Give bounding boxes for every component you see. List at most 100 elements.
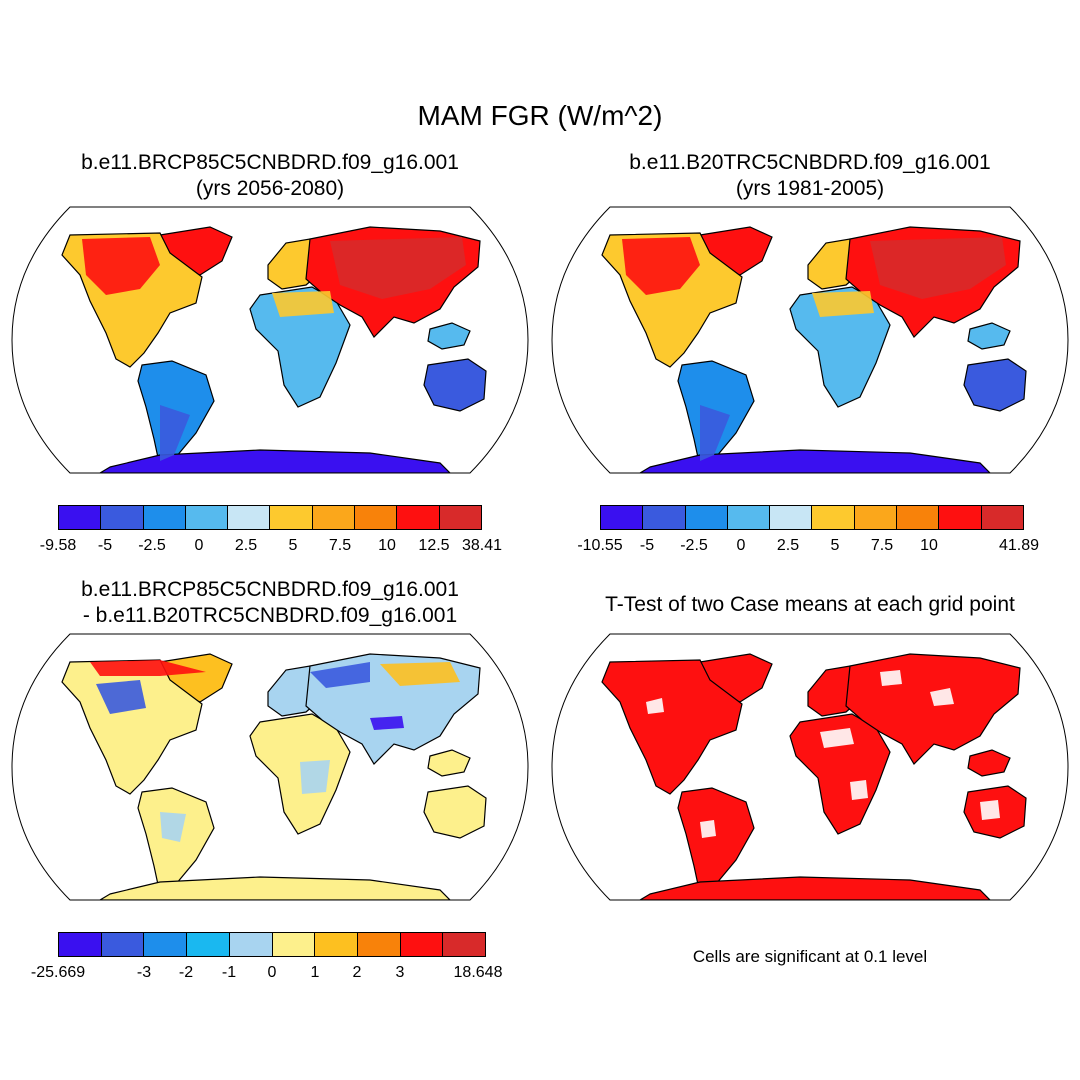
legend-swatch (228, 506, 271, 529)
panel-1-title-line2: (yrs 2056-2080) (195, 177, 345, 200)
field-patch (160, 405, 190, 461)
legend-3-label: 18.648 (453, 964, 503, 981)
significance-note: Cells are significant at 0.1 level (692, 947, 928, 966)
legend-swatch (685, 506, 728, 529)
field-patch (820, 728, 854, 748)
legend-2-label: 5 (830, 537, 840, 554)
panel-4-title-line1: T-Test of two Case means at each grid po… (605, 593, 1015, 616)
legend-swatch (185, 506, 229, 529)
landmass-seasia (427, 749, 471, 777)
field-patch (380, 662, 460, 686)
legend-swatch (397, 506, 440, 529)
landmass-antarctica (637, 449, 992, 473)
legend-swatch (439, 506, 481, 529)
legend-1-label: -9.58 (39, 537, 77, 554)
map-outline (11, 633, 529, 901)
legend-swatch (187, 933, 230, 956)
legend-swatch (229, 933, 273, 956)
legend-1-label: 38.41 (461, 537, 503, 554)
landmass-australia (423, 785, 487, 839)
legend-2-label: -2.5 (680, 537, 708, 554)
panel-4-title: T-Test of two Case means at each grid po… (560, 592, 1060, 618)
legend-1-label: 10 (378, 537, 396, 554)
legend-3-label: -1 (221, 964, 237, 981)
field-patch (370, 716, 404, 730)
landmass-namerica (61, 659, 203, 795)
legend-swatch (144, 933, 188, 956)
landmass-australia (423, 358, 487, 412)
legend-swatch (770, 506, 813, 529)
legend-3-label: 3 (395, 964, 405, 981)
field-patch (870, 237, 1006, 299)
legend-swatch (981, 506, 1023, 529)
legend-3-label: -2 (178, 964, 194, 981)
map-outline (11, 206, 529, 474)
map-panel-3 (11, 633, 529, 901)
legend-1-label: 2.5 (234, 537, 258, 554)
legend-3-label: -3 (136, 964, 152, 981)
panel-1-title-line1: b.e11.BRCP85C5CNBDRD.f09_g16.001 (81, 151, 459, 174)
legend-2-label: -5 (639, 537, 655, 554)
legend-swatch (270, 506, 313, 529)
landmass-africa (249, 713, 351, 835)
field-patch (310, 662, 370, 688)
legend-swatch (939, 506, 982, 529)
legend-swatch (312, 506, 356, 529)
field-patch (96, 680, 146, 714)
landmass-antarctica (637, 876, 992, 900)
panel-2-title: b.e11.B20TRC5CNBDRD.f09_g16.001 (yrs 198… (560, 150, 1060, 202)
legend-2-label: 2.5 (776, 537, 800, 554)
legend-1-label: -5 (97, 537, 113, 554)
panel-3-title-line2: - b.e11.B20TRC5CNBDRD.f09_g16.001 (82, 604, 458, 627)
legend-2-label: -10.55 (577, 537, 623, 554)
landmass-seasia (967, 749, 1011, 777)
panel-2-title-line2: (yrs 1981-2005) (735, 177, 885, 200)
panel-3-title-line1: b.e11.BRCP85C5CNBDRD.f09_g16.001 (81, 578, 459, 601)
legend-swatch (854, 506, 898, 529)
legend-3-label: 0 (267, 964, 277, 981)
field-patch (622, 237, 700, 295)
field-patch (330, 237, 466, 299)
legend-swatch (59, 933, 102, 956)
legend-swatch (272, 933, 316, 956)
legend-swatch (897, 506, 940, 529)
legend-swatch (400, 933, 444, 956)
landmass-samerica (677, 787, 755, 895)
map-panel-1 (11, 206, 529, 474)
legend-swatch (355, 506, 398, 529)
legend-swatch (357, 933, 401, 956)
landmass-seasia (967, 322, 1011, 350)
figure-title: MAM FGR (W/m^2) (417, 100, 663, 131)
legend-1-label: 7.5 (328, 537, 352, 554)
landmass-antarctica (97, 449, 452, 473)
legend-swatch (812, 506, 855, 529)
landmass-seasia (427, 322, 471, 350)
legend-swatch (59, 506, 102, 529)
field-patch (812, 291, 874, 317)
panel-2-title-line1: b.e11.B20TRC5CNBDRD.f09_g16.001 (629, 151, 991, 174)
legend-3-label: -25.669 (30, 964, 86, 981)
field-patch (980, 800, 1000, 820)
legend-swatch (727, 506, 771, 529)
legend-2-label: 10 (920, 537, 938, 554)
field-patch (646, 698, 664, 714)
legend-swatch (315, 933, 358, 956)
field-patch (82, 237, 160, 295)
field-patch (272, 291, 334, 317)
legend-bar-panel-1 (58, 505, 482, 530)
legend-2-label: 7.5 (870, 537, 894, 554)
map-panel-4 (551, 633, 1069, 901)
landmass-antarctica (97, 876, 452, 900)
legend-bar-panel-3 (58, 932, 486, 957)
panel-1-title: b.e11.BRCP85C5CNBDRD.f09_g16.001 (yrs 20… (20, 150, 520, 202)
legend-swatch (101, 506, 144, 529)
legend-3-label: 2 (352, 964, 362, 981)
legend-swatch (443, 933, 486, 956)
panel-3-title: b.e11.BRCP85C5CNBDRD.f09_g16.001 - b.e11… (20, 577, 520, 629)
field-patch (930, 688, 954, 706)
map-outline (551, 633, 1069, 901)
field-patch (850, 780, 868, 800)
legend-1-label: -2.5 (138, 537, 166, 554)
landmass-namerica (601, 659, 743, 795)
field-patch (700, 405, 730, 461)
